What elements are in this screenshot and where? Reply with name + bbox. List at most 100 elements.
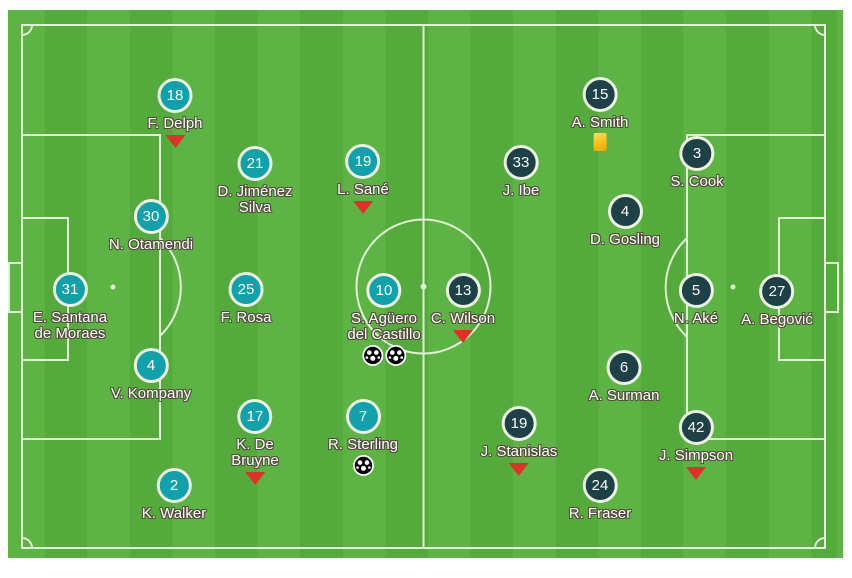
- player-status-icons: [508, 460, 529, 476]
- player-marker: 15 A. Smith: [572, 77, 629, 151]
- player-name: S. Agüero del Castillo: [347, 311, 420, 343]
- player-number-badge[interactable]: 31: [52, 272, 88, 307]
- player-number-badge[interactable]: 15: [582, 77, 618, 112]
- player-number-badge[interactable]: 5: [678, 273, 714, 308]
- player-status-icons: [593, 131, 607, 151]
- player-name-line: Bruyne: [231, 452, 279, 469]
- player-marker: 5 N. Aké: [674, 273, 718, 327]
- player-number-badge[interactable]: 24: [582, 468, 618, 503]
- player-number-badge[interactable]: 3: [679, 136, 715, 171]
- yellow-card-icon: [593, 133, 607, 151]
- player-name-line: N. Aké: [673, 310, 719, 327]
- player-number-badge[interactable]: 19: [501, 406, 537, 441]
- player-marker: 30 N. Otamendi: [109, 199, 193, 253]
- player-number: 5: [691, 282, 701, 299]
- player-number-badge[interactable]: 10: [366, 273, 402, 308]
- player-marker: 19 L. Sané: [337, 144, 389, 214]
- player-name: A. Surman: [589, 388, 660, 404]
- player-name-line: del Castillo: [347, 326, 421, 343]
- player-number-badge[interactable]: 4: [607, 194, 643, 229]
- player-name: D. Jiménez Silva: [217, 184, 292, 216]
- player-marker: 4 D. Gosling: [590, 194, 660, 248]
- player-number-badge[interactable]: 25: [228, 272, 264, 307]
- player-marker: 19 J. Stanislas: [481, 406, 558, 476]
- player-status-icons: [353, 198, 373, 214]
- player-number-badge[interactable]: 6: [606, 350, 642, 385]
- goal-icon: [362, 345, 383, 366]
- player-number: 18: [166, 87, 184, 104]
- player-number-badge[interactable]: 27: [759, 274, 795, 309]
- player-number: 31: [61, 281, 79, 298]
- player-name: J. Stanislas: [481, 444, 558, 460]
- player-number: 7: [358, 408, 368, 425]
- player-status-icons: [362, 343, 406, 366]
- player-name: V. Kompany: [111, 386, 191, 402]
- player-number-badge[interactable]: 13: [445, 273, 481, 308]
- player-status-icons: [453, 327, 473, 343]
- player-number: 3: [692, 145, 702, 162]
- player-marker: 27 A. Begović: [741, 274, 813, 328]
- player-name: F. Rosa: [221, 310, 272, 326]
- player-number-badge[interactable]: 2: [156, 468, 192, 503]
- player-marker: 2 K. Walker: [142, 468, 206, 522]
- player-number: 2: [169, 477, 179, 494]
- player-name-line: D. Gosling: [589, 231, 661, 248]
- player-number-badge[interactable]: 30: [133, 199, 169, 234]
- player-name-line: L. Sané: [337, 181, 389, 198]
- sub-off-icon: [685, 467, 706, 480]
- player-number: 19: [510, 415, 528, 432]
- goal-icon: [352, 455, 374, 476]
- player-name-line: C. Wilson: [430, 310, 496, 327]
- player-name-line: de Moraes: [34, 325, 106, 342]
- player-marker: 13 C. Wilson: [431, 273, 495, 343]
- player-name-line: K. Walker: [141, 505, 207, 522]
- player-marker: 18 F. Delph: [147, 78, 203, 148]
- sub-off-icon: [453, 330, 473, 343]
- player-name-line: A. Smith: [571, 114, 629, 131]
- player-name: A. Smith: [572, 115, 629, 131]
- player-number: 42: [687, 419, 705, 436]
- player-name: R. Sterling: [328, 437, 398, 453]
- player-number-badge[interactable]: 19: [345, 144, 381, 179]
- player-number-badge[interactable]: 17: [237, 399, 273, 434]
- player-number: 21: [246, 155, 264, 172]
- player-name: J. Ibe: [503, 183, 540, 199]
- player-number: 13: [454, 282, 472, 299]
- player-marker: 42 J. Simpson: [659, 410, 733, 480]
- player-name-line: A. Surman: [588, 387, 660, 404]
- player-name-line: N. Otamendi: [108, 236, 194, 253]
- player-number-badge[interactable]: 21: [237, 146, 273, 181]
- player-name-line: E. Santana: [32, 309, 108, 326]
- player-number: 17: [246, 408, 264, 425]
- player-marker: 21 D. Jiménez Silva: [217, 146, 293, 216]
- player-number: 27: [768, 283, 786, 300]
- player-status-icons: [685, 464, 706, 480]
- player-status-icons: [352, 453, 374, 476]
- player-number-badge[interactable]: 7: [345, 399, 381, 434]
- player-name: E. Santana de Moraes: [33, 310, 107, 342]
- sub-off-icon: [508, 463, 529, 476]
- player-name: C. Wilson: [431, 311, 495, 327]
- player-name: S. Cook: [670, 174, 723, 190]
- player-number: 30: [142, 208, 160, 225]
- sub-off-icon: [353, 201, 373, 214]
- player-name-line: J. Stanislas: [480, 443, 558, 460]
- player-marker: 4 V. Kompany: [111, 348, 191, 402]
- player-marker: 17 K. De Bruyne: [231, 399, 279, 485]
- player-number-badge[interactable]: 42: [678, 410, 714, 445]
- player-name-line: F. Delph: [147, 115, 203, 132]
- sub-off-icon: [245, 472, 265, 485]
- player-name: D. Gosling: [590, 232, 660, 248]
- player-name-line: S. Agüero: [351, 310, 417, 327]
- player-number-badge[interactable]: 33: [503, 145, 539, 180]
- goal-icons: [352, 455, 374, 476]
- player-number-badge[interactable]: 4: [133, 348, 169, 383]
- player-number: 6: [619, 359, 629, 376]
- player-name: R. Fraser: [569, 506, 632, 522]
- player-number-badge[interactable]: 18: [157, 78, 193, 113]
- player-number: 24: [591, 477, 609, 494]
- player-number: 10: [375, 282, 393, 299]
- player-name-line: J. Simpson: [658, 447, 734, 464]
